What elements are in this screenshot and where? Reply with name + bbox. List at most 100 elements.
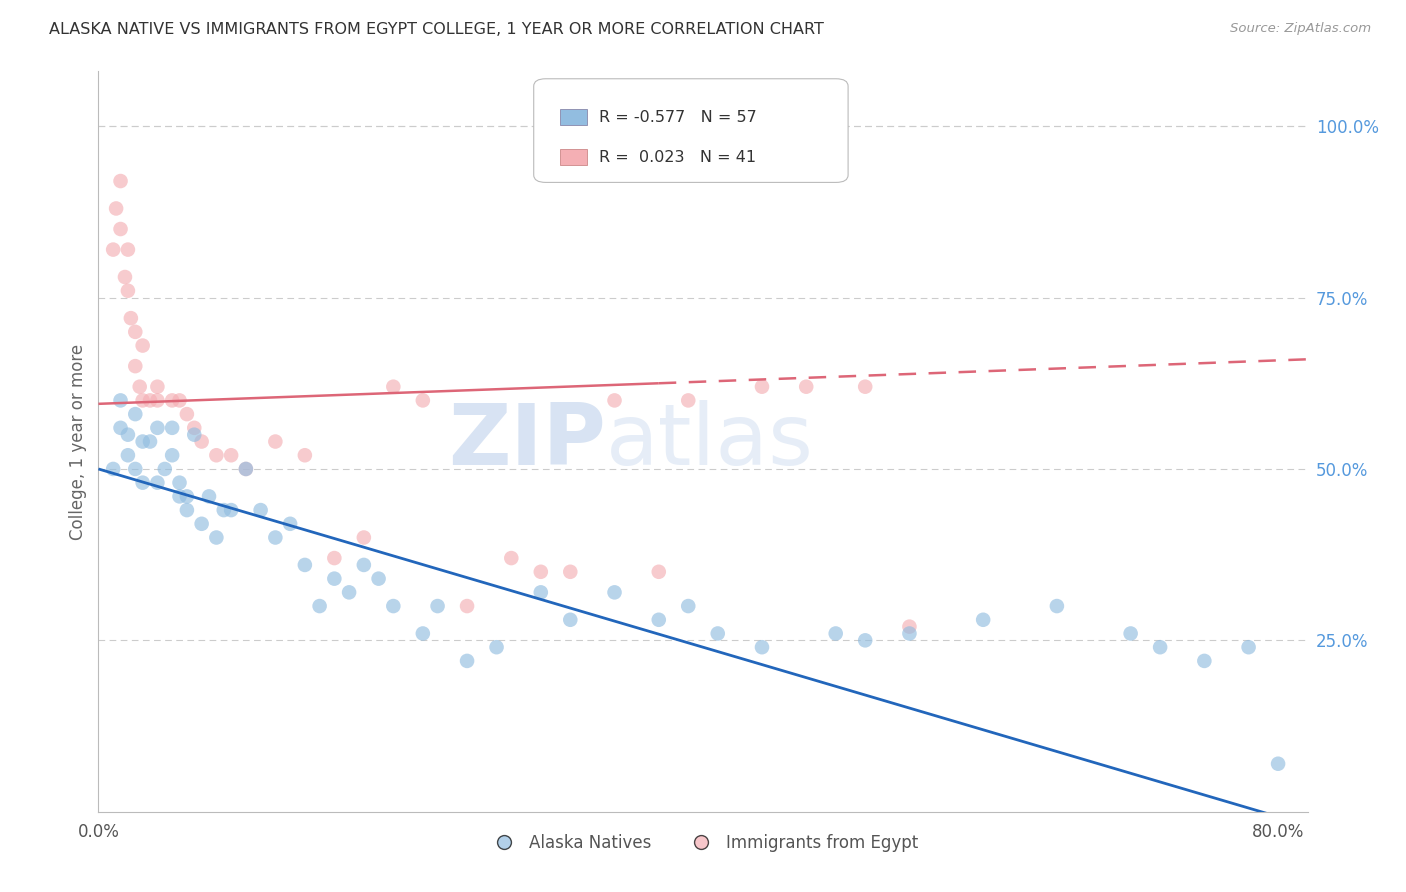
Point (353, 531, 375, 545)
Point (117, 243, 139, 257)
Point (235, 462, 257, 476)
Point (323, 572, 346, 586)
Point (153, 462, 176, 476)
Point (131, 434, 153, 449)
Point (898, 626, 921, 640)
Point (183, 421, 205, 435)
Point (139, 393, 162, 408)
Point (124, 359, 146, 373)
Point (176, 503, 198, 517)
Point (249, 503, 271, 517)
Point (412, 393, 434, 408)
Point (264, 531, 287, 545)
Y-axis label: College, 1 year or more: College, 1 year or more (69, 343, 87, 540)
Point (131, 338, 153, 352)
Point (530, 585, 553, 599)
Point (146, 393, 169, 408)
Point (794, 380, 817, 394)
Point (706, 626, 728, 640)
Point (264, 434, 287, 449)
Point (146, 475, 169, 490)
Point (146, 421, 169, 435)
Point (205, 448, 228, 462)
Point (1267, 756, 1289, 771)
Text: atlas: atlas (606, 400, 814, 483)
Point (146, 380, 169, 394)
Point (139, 434, 162, 449)
Point (426, 599, 449, 613)
Point (1119, 626, 1142, 640)
FancyBboxPatch shape (534, 78, 848, 183)
Point (176, 407, 198, 421)
Point (323, 551, 346, 566)
Point (219, 448, 242, 462)
Point (212, 503, 235, 517)
Point (190, 516, 212, 531)
Point (603, 393, 626, 408)
Point (128, 380, 150, 394)
Point (456, 654, 478, 668)
Point (972, 613, 994, 627)
Point (105, 202, 128, 216)
Point (124, 325, 146, 339)
Point (294, 448, 316, 462)
Point (412, 626, 434, 640)
Point (117, 284, 139, 298)
Point (382, 380, 405, 394)
Point (117, 427, 139, 442)
Point (131, 393, 153, 408)
Point (183, 427, 205, 442)
Point (308, 599, 330, 613)
Point (560, 565, 582, 579)
Point (603, 585, 626, 599)
Point (160, 421, 183, 435)
Point (1237, 640, 1260, 655)
Point (278, 516, 301, 531)
Text: ALASKA NATIVE VS IMMIGRANTS FROM EGYPT COLLEGE, 1 YEAR OR MORE CORRELATION CHART: ALASKA NATIVE VS IMMIGRANTS FROM EGYPT C… (49, 22, 824, 37)
Point (124, 462, 146, 476)
Point (824, 626, 846, 640)
Point (169, 489, 191, 503)
Point (160, 393, 183, 408)
Point (124, 407, 146, 421)
Point (131, 475, 153, 490)
Point (190, 434, 212, 449)
Point (1149, 640, 1171, 655)
Point (294, 558, 316, 572)
Point (853, 633, 876, 648)
Point (110, 421, 132, 435)
Text: Source: ZipAtlas.com: Source: ZipAtlas.com (1230, 22, 1371, 36)
Point (1194, 654, 1216, 668)
Point (160, 448, 183, 462)
Point (367, 572, 389, 586)
Point (110, 393, 132, 408)
Bar (561, 149, 586, 165)
Point (235, 462, 257, 476)
Point (198, 489, 221, 503)
Point (751, 380, 773, 394)
Point (101, 243, 124, 257)
Point (751, 640, 773, 655)
Point (501, 551, 523, 566)
Point (176, 489, 198, 503)
Point (853, 380, 876, 394)
Point (353, 558, 375, 572)
Point (530, 565, 553, 579)
Text: R =  0.023   N = 41: R = 0.023 N = 41 (599, 150, 756, 165)
Point (169, 393, 191, 408)
Point (456, 599, 478, 613)
Point (110, 222, 132, 236)
Point (382, 599, 405, 613)
Point (337, 585, 360, 599)
Text: ZIP: ZIP (449, 400, 606, 483)
Point (1046, 599, 1069, 613)
Bar (561, 109, 586, 126)
Legend: Alaska Natives, Immigrants from Egypt: Alaska Natives, Immigrants from Egypt (481, 828, 925, 859)
Text: R = -0.577   N = 57: R = -0.577 N = 57 (599, 110, 756, 125)
Point (678, 393, 700, 408)
Point (648, 565, 671, 579)
Point (898, 619, 921, 633)
Point (219, 503, 242, 517)
Point (678, 599, 700, 613)
Point (560, 613, 582, 627)
